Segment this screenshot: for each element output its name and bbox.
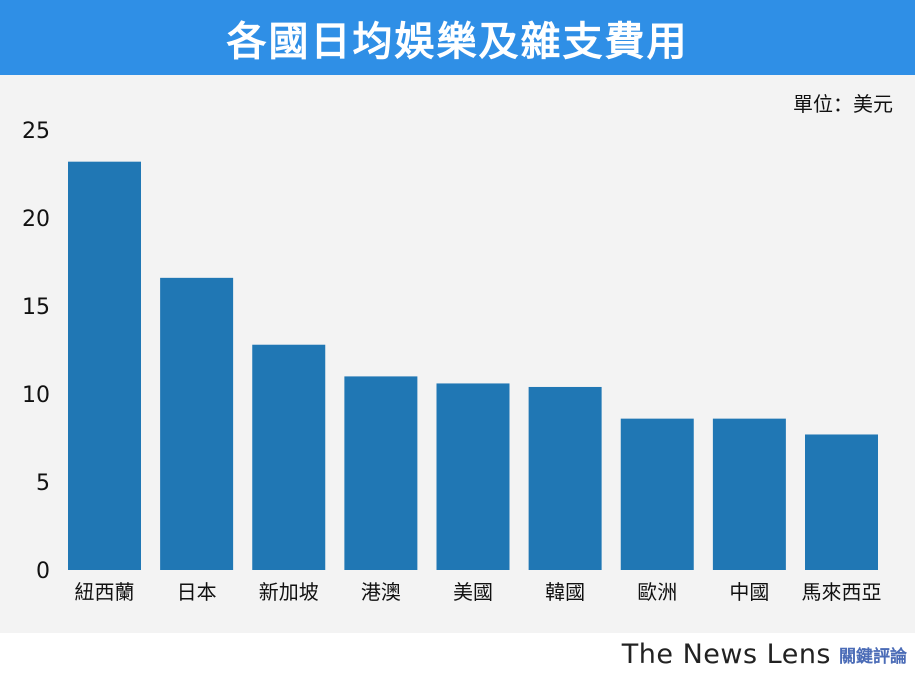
x-tick-label: 日本 [177, 580, 217, 604]
x-tick-label: 歐洲 [637, 580, 677, 604]
bar [805, 434, 878, 570]
chart-title: 各國日均娛樂及雜支費用 [226, 18, 689, 65]
bar [252, 344, 326, 570]
brand-name-zh: 關鍵評論 [839, 646, 907, 667]
brand-name-en: The News Lens [621, 638, 831, 670]
unit-label: 單位：美元 [793, 92, 893, 116]
bar [528, 386, 602, 570]
x-tick-label: 韓國 [545, 580, 585, 604]
bar [68, 161, 141, 570]
y-axis-ticks: 0 5 10 15 20 25 [22, 119, 50, 584]
y-tick-label: 0 [36, 559, 50, 584]
x-tick-label: 紐西蘭 [75, 580, 135, 604]
y-tick-label: 10 [22, 383, 50, 408]
x-tick-label: 新加坡 [259, 580, 319, 604]
x-tick-label: 美國 [453, 580, 493, 604]
y-tick-label: 15 [22, 295, 50, 320]
bar [344, 376, 418, 570]
x-tick-label: 港澳 [361, 580, 401, 604]
x-tick-label: 馬來西亞 [802, 580, 882, 604]
bar [712, 418, 786, 570]
x-axis-ticks: 紐西蘭 日本 新加坡 港澳 美國 韓國 歐洲 中國 馬來西亞 [75, 580, 882, 604]
bar [436, 383, 510, 570]
x-tick-label: 中國 [729, 580, 769, 604]
y-tick-label: 25 [22, 119, 50, 144]
bar [160, 277, 234, 570]
bar-chart: 0 5 10 15 20 25 紐西蘭 日本 新加坡 港澳 美國 韓國 歐洲 中國 馬來西亞 [22, 119, 882, 604]
brand-logo: The News Lens 關鍵評論 [622, 637, 907, 671]
title-bar [0, 0, 915, 75]
y-tick-label: 20 [22, 207, 50, 232]
bar [620, 418, 694, 570]
bars [68, 161, 878, 570]
y-tick-label: 5 [36, 471, 50, 496]
